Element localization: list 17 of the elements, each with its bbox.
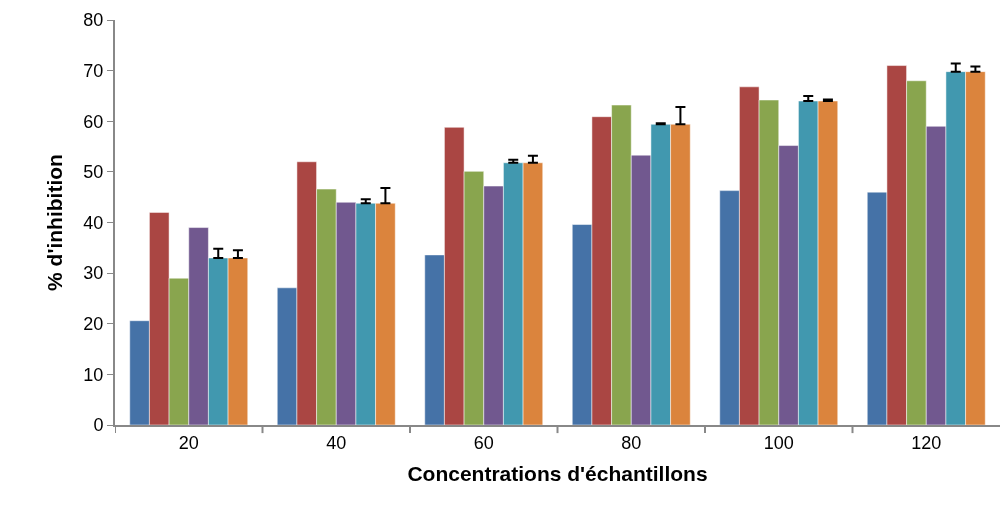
y-tick-label: 40 [83, 212, 104, 233]
y-tick-label: 50 [83, 162, 104, 183]
x-tick-label: 120 [911, 432, 942, 453]
y-axis-title: % d'inhibition [43, 154, 67, 291]
x-tick-label: 80 [621, 432, 642, 453]
x-tick-label: 100 [763, 432, 794, 453]
y-tick-label: 20 [83, 314, 104, 335]
x-tick-label: 20 [178, 432, 199, 453]
y-tick-label: 0 [93, 415, 104, 436]
y-tick-label: 30 [83, 263, 104, 284]
x-tick-label: 40 [326, 432, 347, 453]
x-tick-label: 60 [473, 432, 494, 453]
x-axis-title: Concentrations d'échantillons [407, 462, 708, 486]
y-tick-label: 60 [83, 111, 104, 132]
y-tick-label: 70 [83, 60, 104, 81]
y-tick-label: 10 [83, 364, 104, 385]
y-tick-label: 80 [83, 10, 104, 31]
